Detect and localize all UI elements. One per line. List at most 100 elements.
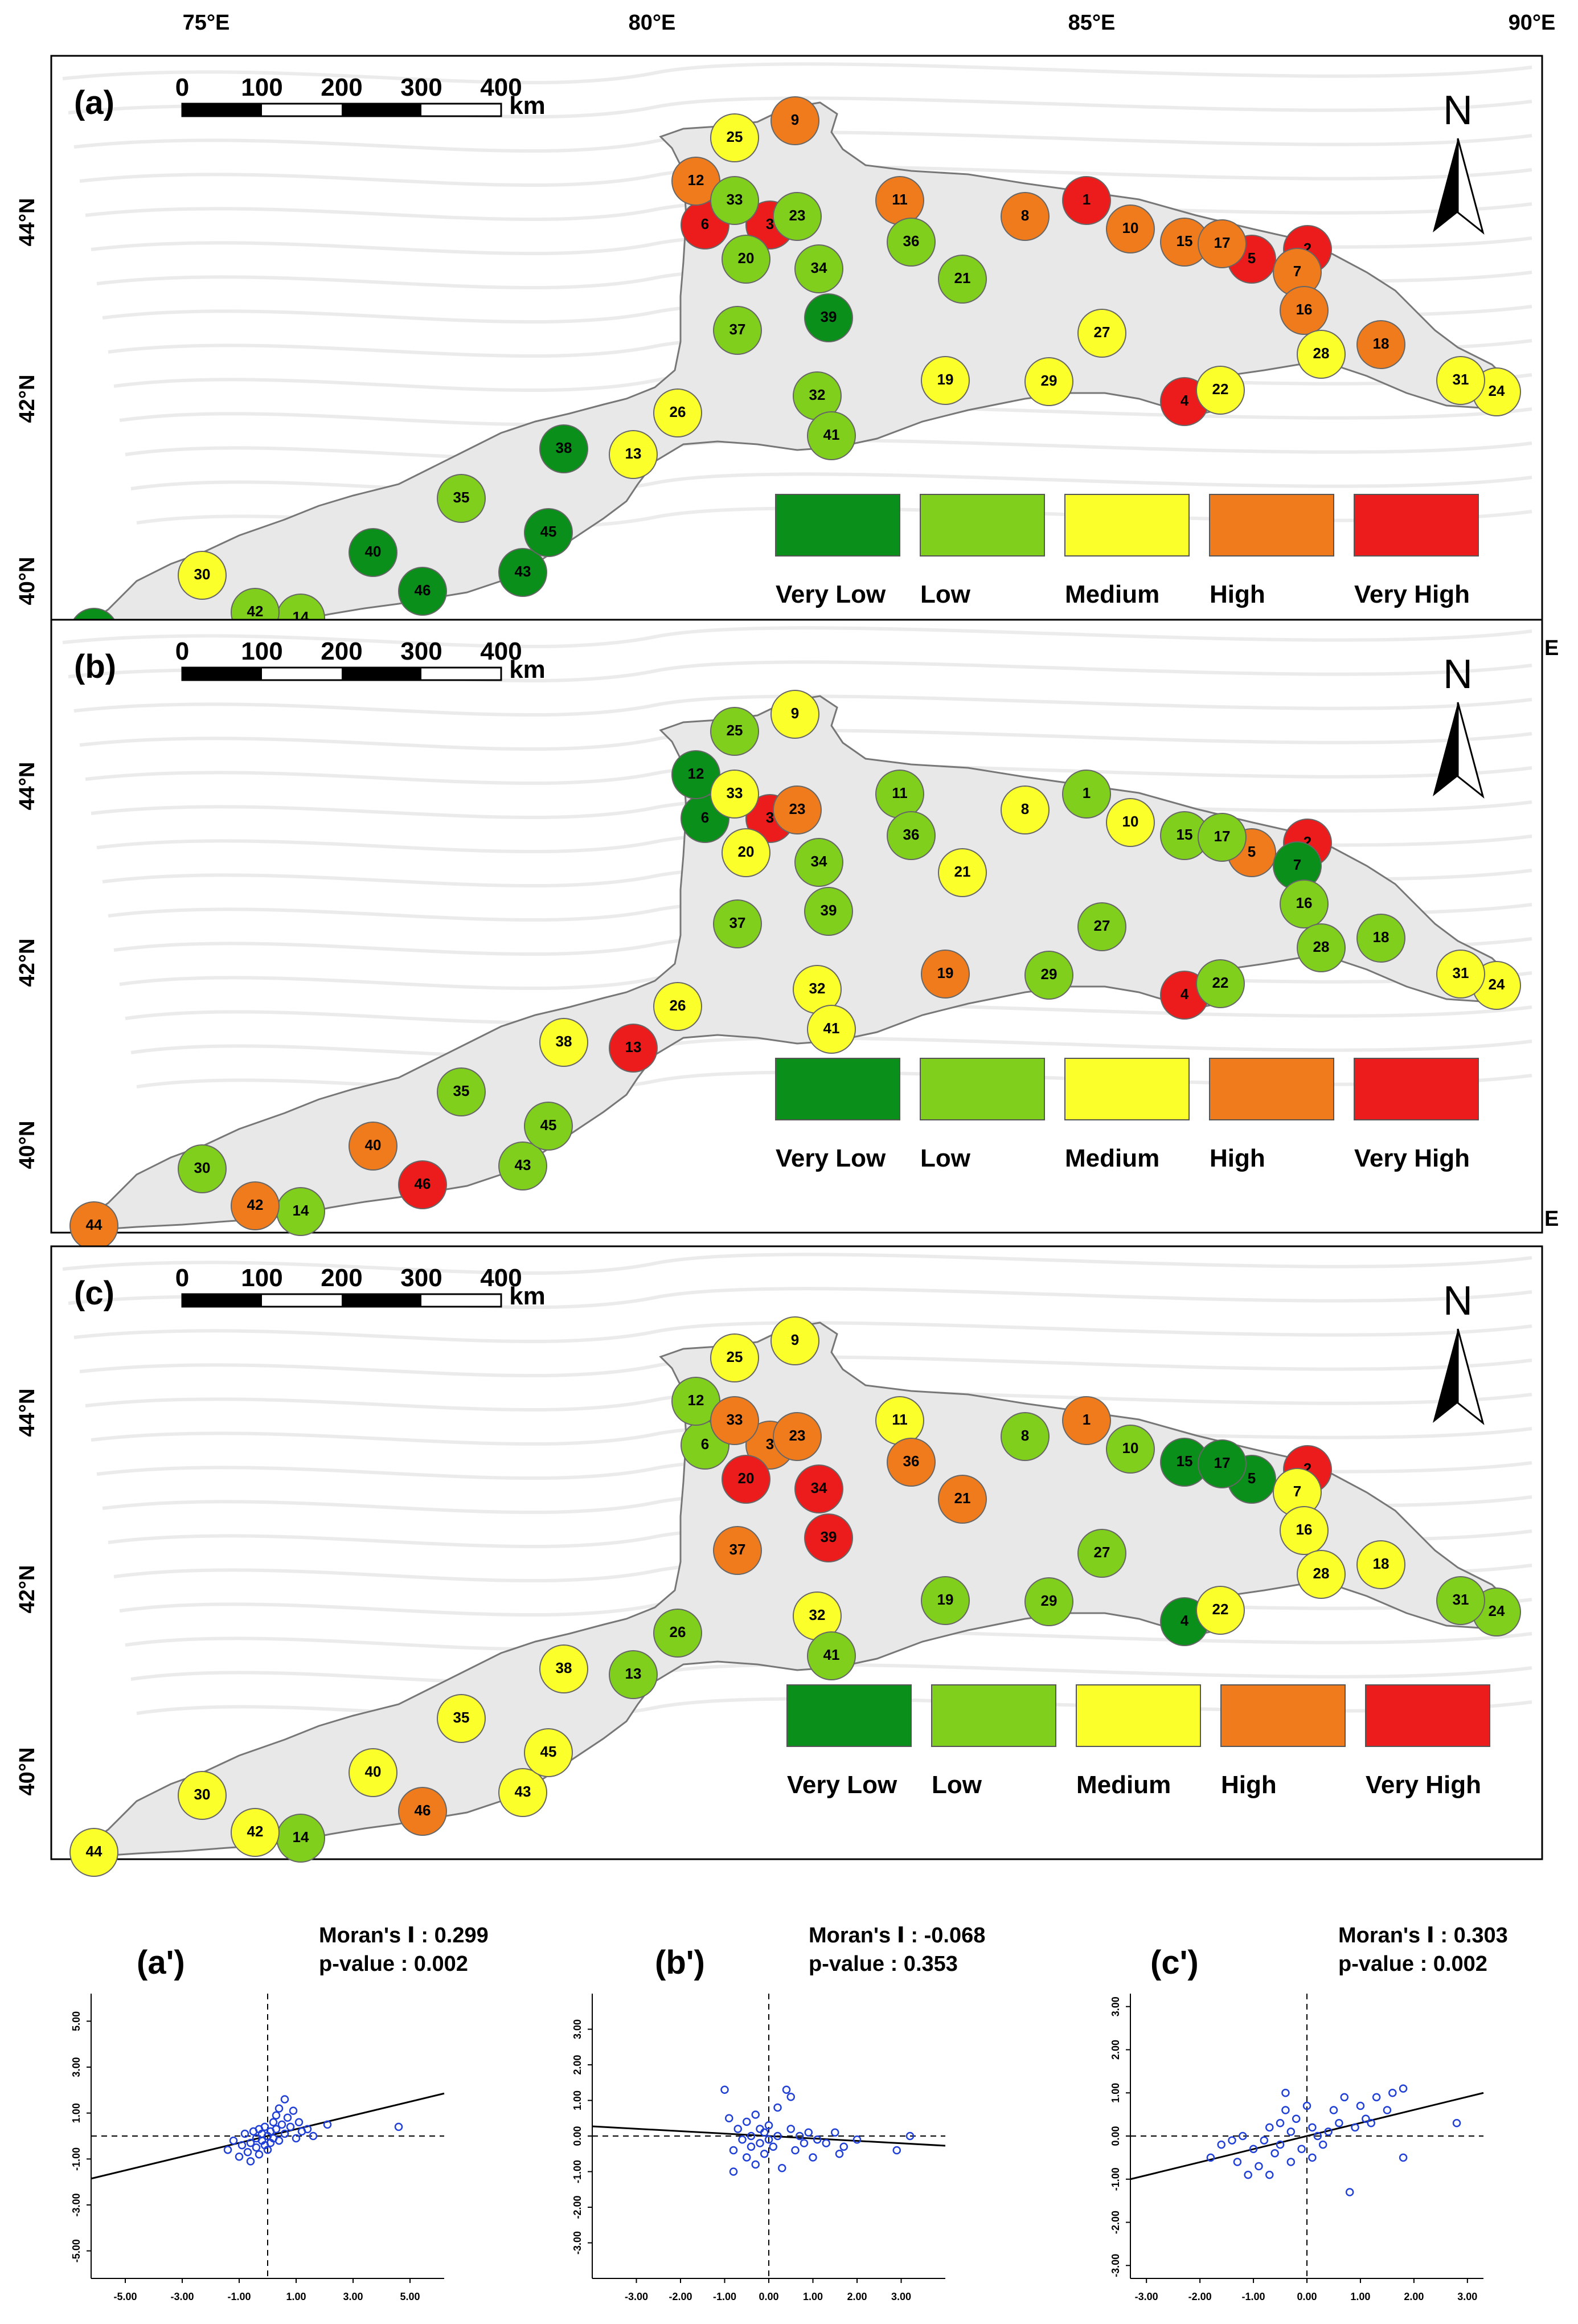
x-tick-label: -3.00	[170, 2291, 194, 2302]
region-18	[1356, 914, 1405, 963]
region-10	[1106, 204, 1155, 253]
region-label-12: 12	[688, 171, 704, 189]
scatter-point	[831, 2128, 839, 2137]
lat-label: 42°N	[15, 1565, 39, 1614]
region-23	[773, 1412, 822, 1461]
region-label-20: 20	[738, 249, 755, 267]
legend-swatch-high	[1209, 1058, 1334, 1120]
region-25	[710, 113, 759, 162]
region-label-15: 15	[1177, 1452, 1193, 1470]
scatter-point	[756, 2139, 764, 2147]
scatter-point	[786, 2093, 795, 2101]
region-label-45: 45	[540, 523, 557, 540]
scatter-point	[1244, 2170, 1252, 2179]
legend-swatch-very-high	[1354, 1058, 1479, 1120]
region-label-9: 9	[791, 111, 799, 128]
region-label-36: 36	[903, 232, 920, 249]
region-label-41: 41	[823, 1646, 840, 1663]
legend-label: Medium	[1065, 580, 1159, 608]
region-label-26: 26	[670, 997, 686, 1014]
legend-label: Medium	[1065, 1144, 1159, 1172]
region-label-10: 10	[1122, 813, 1139, 830]
scatter-point	[796, 2131, 804, 2141]
y-tick-label: 3.00	[572, 2019, 583, 2039]
legend-label: Medium	[1076, 1771, 1171, 1799]
scatter-point	[738, 2135, 747, 2144]
region-label-42: 42	[247, 1196, 264, 1213]
lon-label-75: 75°E	[183, 11, 230, 35]
region-label-37: 37	[729, 321, 746, 338]
x-tick-label: 2.00	[847, 2291, 867, 2302]
region-21	[938, 848, 987, 897]
scale-tick-100: 100	[241, 73, 282, 101]
region-28	[1297, 1550, 1346, 1599]
region-22	[1196, 959, 1245, 1008]
y-tick-label: 1.00	[1110, 2083, 1121, 2103]
region-41	[807, 411, 856, 460]
region-21	[938, 1475, 987, 1524]
region-23	[773, 192, 822, 241]
legend-swatch-high	[1220, 1684, 1346, 1747]
region-label-9: 9	[791, 705, 799, 722]
legend-swatch-very-high	[1354, 494, 1479, 557]
region-27	[1077, 1529, 1126, 1578]
scatter-point	[1362, 2114, 1370, 2123]
region-label-33: 33	[727, 191, 743, 208]
region-label-5: 5	[1248, 1470, 1256, 1487]
lat-label: 40°N	[15, 557, 39, 605]
region-label-14: 14	[293, 1202, 309, 1219]
scatter-point	[235, 2153, 244, 2161]
p-value-label: p-value : 0.353	[809, 1952, 958, 1976]
y-tick-label: 3.00	[71, 2057, 82, 2077]
region-18	[1356, 320, 1405, 369]
legend-label: Low	[932, 1771, 982, 1799]
region-label-18: 18	[1373, 928, 1390, 946]
scatter-point	[283, 2113, 292, 2122]
y-tick-label: -2.00	[572, 2195, 583, 2219]
y-tick-label: 3.00	[1110, 1996, 1121, 2016]
region-label-43: 43	[515, 1156, 531, 1173]
region-16	[1280, 286, 1329, 335]
legend-swatch-very-low	[775, 1058, 900, 1120]
region-label-15: 15	[1177, 232, 1193, 249]
scale-tick-400: 400	[480, 73, 522, 101]
stray-label: E	[1544, 636, 1559, 660]
x-tick-label: -1.00	[713, 2291, 736, 2302]
north-arrow: N	[1433, 1278, 1485, 1426]
legend-label: Very Low	[787, 1771, 897, 1799]
scatter-point	[289, 2106, 298, 2115]
legend-swatch-medium	[1064, 494, 1190, 557]
region-label-38: 38	[556, 439, 572, 456]
scale-unit: km	[509, 656, 546, 684]
y-tick-label: -3.00	[1110, 2254, 1121, 2277]
region-label-30: 30	[194, 1159, 211, 1176]
region-label-41: 41	[823, 426, 840, 443]
region-label-39: 39	[821, 1528, 837, 1545]
scatter-point	[1318, 2140, 1327, 2149]
region-29	[1024, 1577, 1073, 1626]
region-label-8: 8	[1021, 800, 1029, 817]
region-label-18: 18	[1373, 1555, 1390, 1572]
y-tick-label: 0.00	[572, 2126, 583, 2146]
y-tick-label: -1.00	[1110, 2167, 1121, 2191]
region-19	[921, 950, 970, 999]
region-label-43: 43	[515, 563, 531, 580]
scatter-point	[782, 2085, 791, 2094]
scatter-point	[292, 2134, 301, 2143]
region-label-39: 39	[821, 902, 837, 919]
scatter-point	[260, 2122, 269, 2131]
region-label-8: 8	[1021, 207, 1029, 224]
region-label-22: 22	[1212, 1601, 1229, 1618]
legend: Very Low Low Medium High Very High	[775, 494, 1479, 608]
region-46	[398, 567, 447, 616]
scatter-point	[791, 2146, 800, 2155]
x-tick-label: -2.00	[1188, 2291, 1212, 2302]
region-label-35: 35	[453, 1709, 470, 1726]
region-38	[539, 424, 588, 473]
region-label-46: 46	[415, 582, 431, 599]
region-33	[710, 770, 759, 819]
scatter-point	[1260, 2136, 1269, 2145]
x-tick-label: 5.00	[400, 2291, 420, 2302]
scatter-point	[804, 2128, 813, 2137]
